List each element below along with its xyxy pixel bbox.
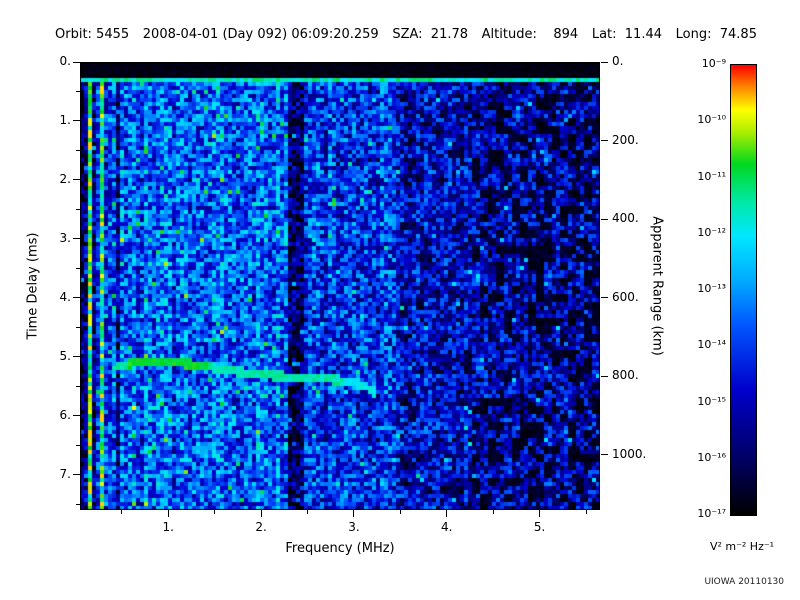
colorbar-tick-label: 10⁻¹⁵ <box>697 394 726 408</box>
y-axis-tick <box>73 474 80 476</box>
range-axis-tick-label: 400. <box>612 211 639 226</box>
y-axis-minor-tick <box>76 149 80 151</box>
colorbar-tick-label: 10⁻⁹ <box>701 57 726 70</box>
sza-field: SZA: 21.78 <box>392 27 469 42</box>
y-axis-tick <box>73 238 80 240</box>
y-axis-tick-label: 1. <box>59 112 71 127</box>
y-axis-tick-label: 6. <box>59 407 71 422</box>
y-axis-tick <box>73 61 80 63</box>
y-axis-tick-label: 3. <box>59 230 71 245</box>
x-axis-minor-tick <box>307 510 308 514</box>
x-axis-tick-label: 5. <box>533 520 546 534</box>
latitude-field: Lat: 11.44 <box>591 27 662 42</box>
x-axis-tick-label: 3. <box>348 520 360 534</box>
colorbar-tick-label: 10⁻¹¹ <box>697 169 726 183</box>
y-axis-tick-label: 7. <box>59 466 71 481</box>
range-axis-tick-label: 600. <box>612 289 639 304</box>
range-axis-tick <box>601 140 608 142</box>
x-axis-minor-tick <box>399 510 401 514</box>
range-axis-tick <box>601 61 608 63</box>
range-axis-tick <box>601 454 608 456</box>
longitude-field: Long: 74.85 <box>675 27 757 42</box>
range-axis-tick <box>601 375 608 377</box>
x-axis-minor-tick <box>585 510 587 514</box>
colorbar-tick-label: 10⁻¹⁶ <box>697 450 726 464</box>
range-axis-tick-label: 200. <box>612 132 639 147</box>
y-axis-tick-label: 5. <box>59 348 71 363</box>
colorbar <box>730 64 757 516</box>
spectrogram-canvas <box>80 62 600 510</box>
colorbar-tick-label: 10⁻¹⁷ <box>697 507 726 520</box>
y-axis-tick-label: 0. <box>59 54 71 68</box>
range-axis-tick-label: 800. <box>612 368 639 383</box>
y-axis-tick-label: 4. <box>59 289 71 304</box>
x-axis-minor-tick <box>492 510 494 514</box>
orbit-field: Orbit: 5455 <box>55 27 130 42</box>
y-axis-tick <box>73 179 80 181</box>
y-axis-minor-tick <box>76 444 80 446</box>
credit-text: UIOWA 20110130 <box>704 577 784 587</box>
header-info: Orbit: 5455 2008-04-01 (Day 092) 06:09:2… <box>55 27 757 42</box>
y-axis-title: Time Delay (ms) <box>25 232 41 340</box>
x-axis-tick <box>167 510 169 517</box>
y-axis-minor-tick <box>76 326 80 328</box>
y-axis-minor-tick <box>76 90 80 92</box>
y-axis-tick <box>73 415 80 417</box>
y-axis-minor-tick <box>76 267 80 269</box>
altitude-field: Altitude: 894 <box>481 27 579 42</box>
y-axis-tick <box>73 120 80 122</box>
range-axis-tick <box>601 297 608 299</box>
y-axis-tick-label: 2. <box>59 171 71 186</box>
x-axis-minor-tick <box>121 510 123 514</box>
y-axis-tick <box>73 356 80 358</box>
range-axis-tick <box>601 218 608 220</box>
x-axis-tick-label: 2. <box>255 520 267 534</box>
x-axis-title: Frequency (MHz) <box>285 541 395 556</box>
x-axis-tick <box>539 510 541 517</box>
x-axis-minor-tick <box>214 510 216 514</box>
colorbar-tick-label: 10⁻¹⁰ <box>697 113 726 127</box>
x-axis-tick-label: 4. <box>441 520 453 534</box>
datetime-field: 2008-04-01 (Day 092) 06:09:20.259 <box>142 27 379 42</box>
colorbar-tick-label: 10⁻¹⁴ <box>697 338 726 352</box>
x-axis-tick <box>446 510 448 517</box>
plot-area <box>80 62 600 510</box>
colorbar-tick-label: 10⁻¹² <box>697 225 726 239</box>
x-axis-tick <box>353 510 355 517</box>
y-axis-tick <box>73 297 80 299</box>
y-axis-minor-tick <box>76 208 80 210</box>
x-axis-tick-label: 1. <box>162 520 174 534</box>
y-axis-minor-tick <box>76 503 80 505</box>
range-axis-tick-label: 0. <box>612 54 624 68</box>
y-axis-minor-tick <box>76 385 80 387</box>
colorbar-unit-label: V² m⁻² Hz⁻¹ <box>709 540 775 553</box>
colorbar-tick-label: 10⁻¹³ <box>697 282 726 295</box>
x-axis-tick <box>260 510 262 517</box>
range-axis-tick-label: 1000. <box>612 446 647 461</box>
right-axis-title: Apparent Range (km) <box>649 216 665 356</box>
